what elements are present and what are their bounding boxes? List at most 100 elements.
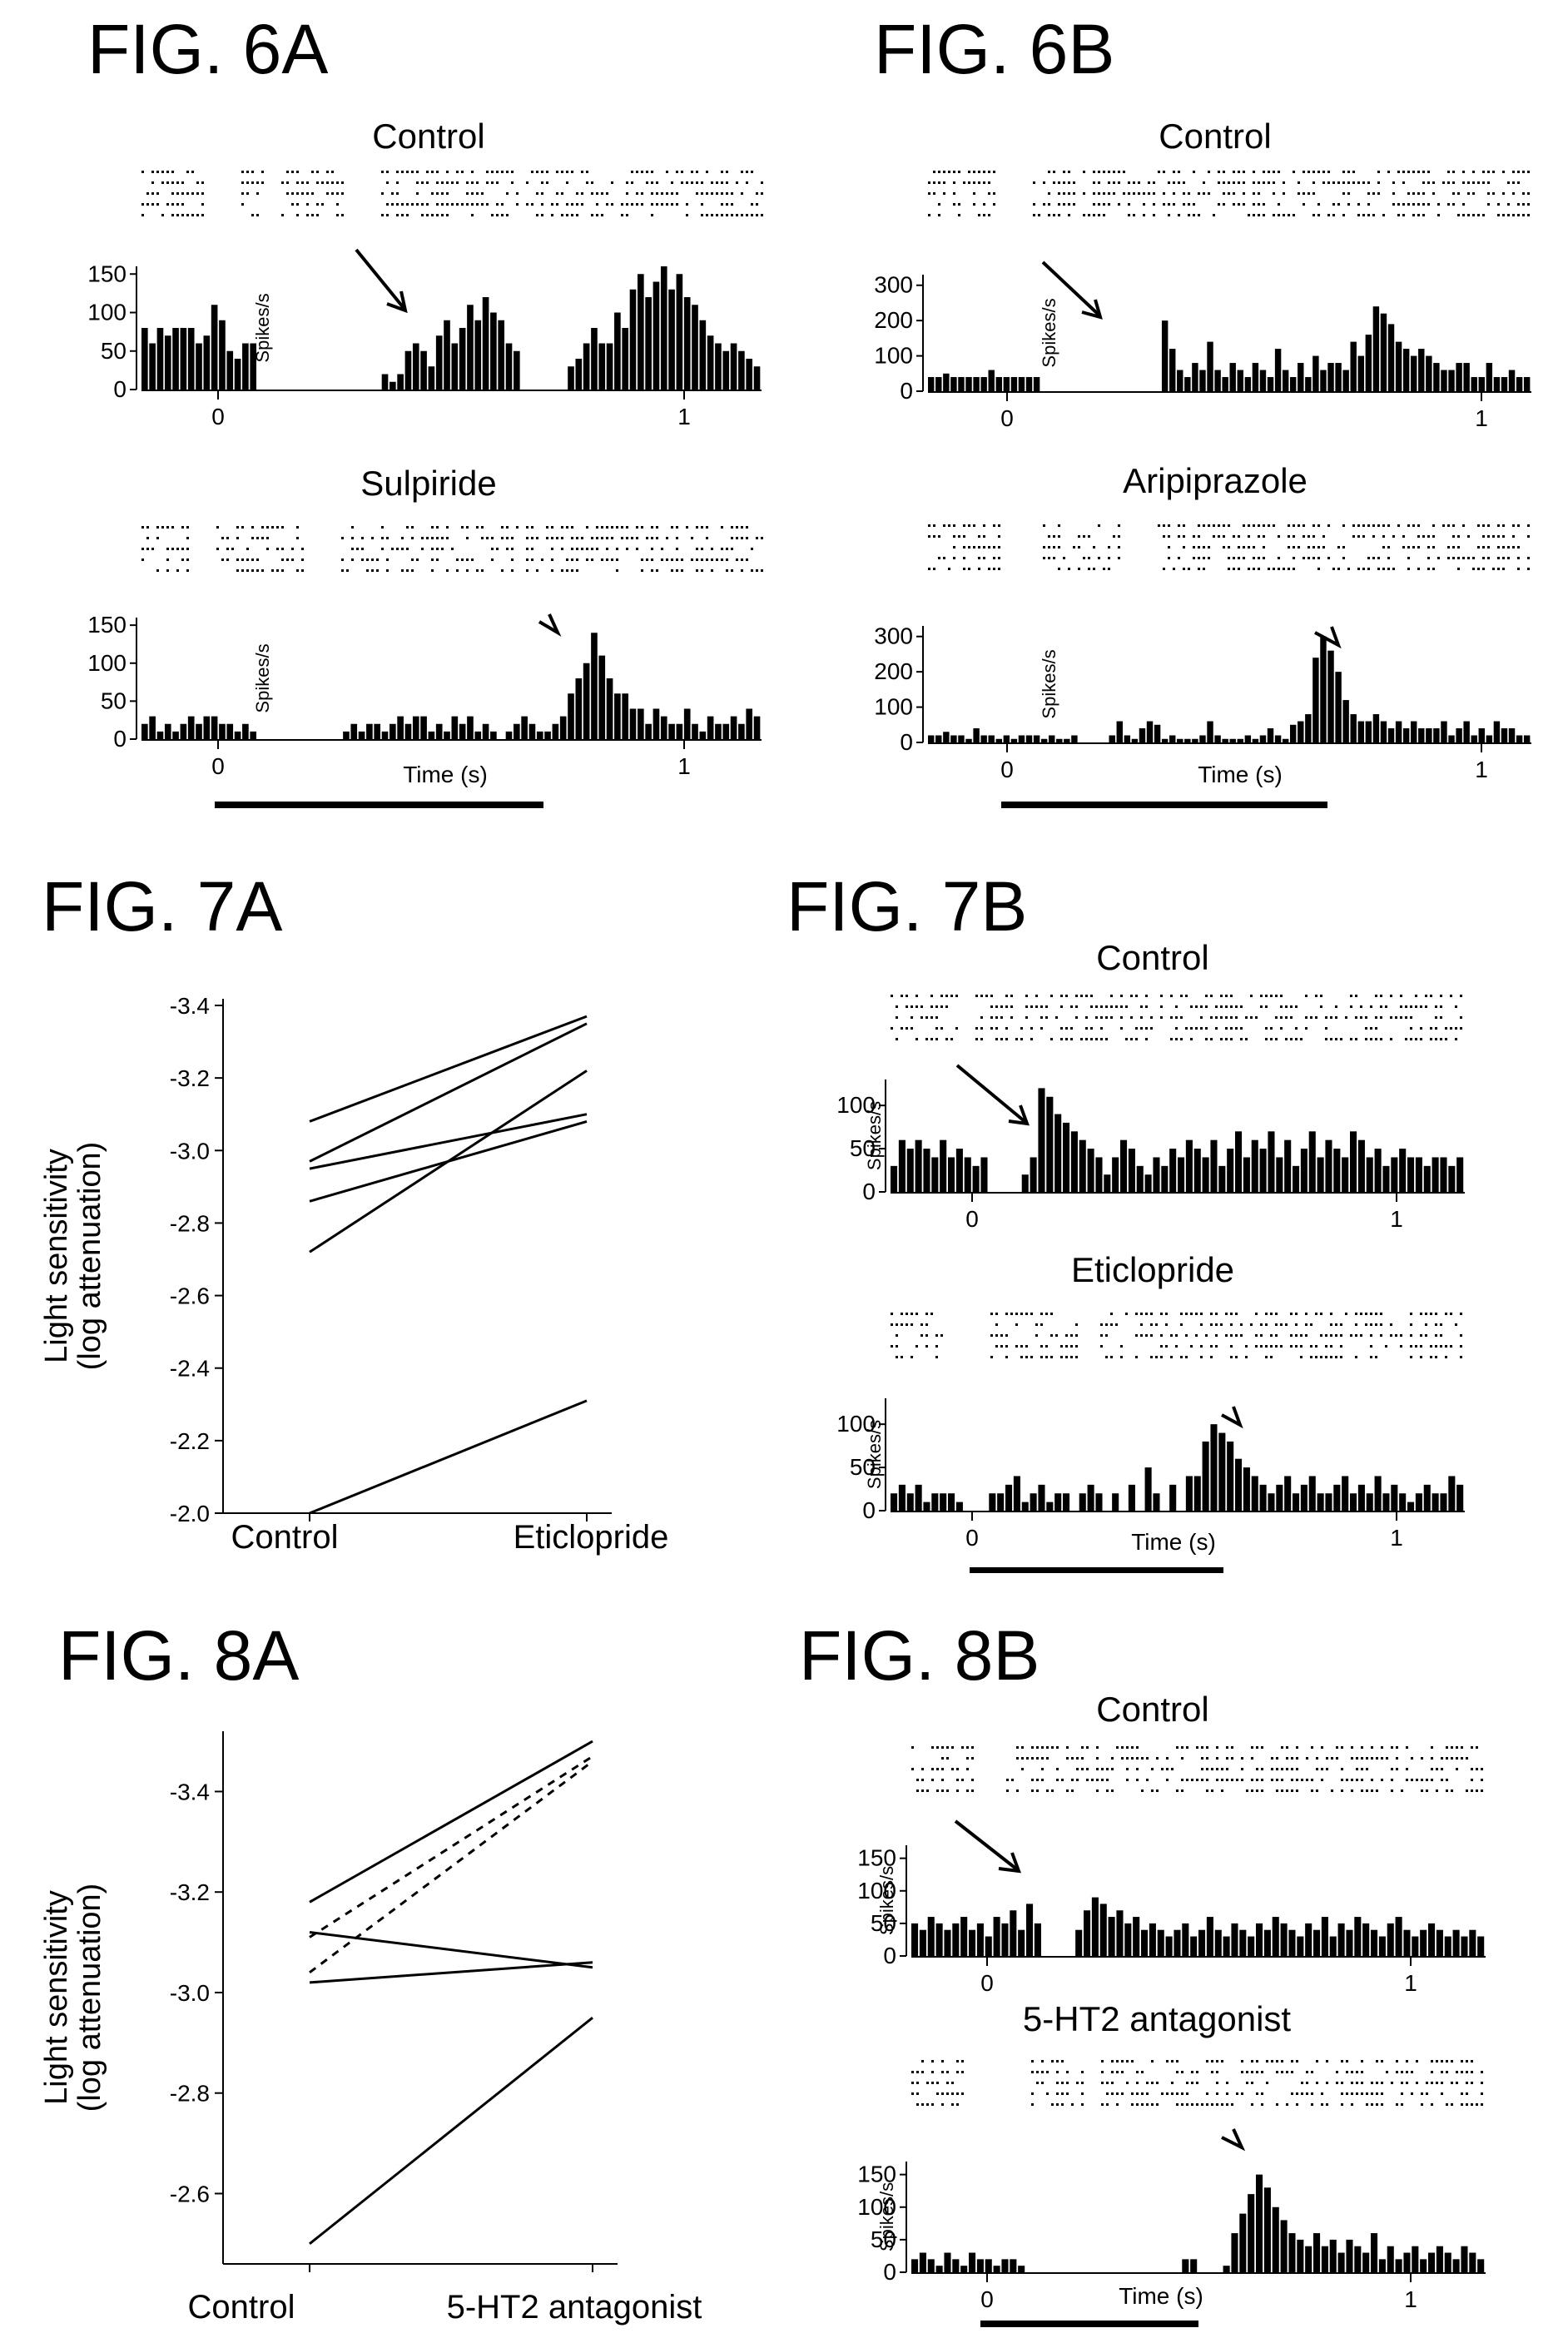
spike-tick: [371, 558, 374, 561]
spike-tick: [1347, 171, 1350, 173]
spike-tick: [1362, 568, 1365, 570]
spike-tick: [1175, 1027, 1178, 1030]
spike-tick: [951, 2103, 954, 2106]
spike-tick: [920, 1334, 923, 1337]
spike-tick: [1073, 192, 1075, 195]
histogram-bar: [653, 281, 660, 390]
spike-tick: [1381, 2092, 1383, 2095]
spike-tick: [1357, 181, 1360, 184]
spike-tick: [1075, 995, 1078, 997]
spike-tick: [1303, 203, 1305, 206]
spike-tick: [933, 535, 935, 538]
spike-tick: [456, 569, 459, 572]
histogram-bar: [1243, 1157, 1250, 1192]
spike-tick: [1283, 192, 1285, 195]
spike-tick: [1178, 171, 1180, 173]
histogram-bar: [1403, 2252, 1411, 2272]
spike-tick: [1033, 203, 1035, 206]
histogram-bar: [583, 343, 590, 390]
spike-tick: [1126, 2060, 1129, 2062]
spike-tick: [1385, 1005, 1387, 1008]
spike-tick: [995, 1005, 998, 1008]
spike-tick: [998, 524, 1000, 527]
spike-tick: [1031, 1746, 1034, 1749]
spike-tick: [516, 526, 519, 529]
spike-tick: [1481, 2082, 1483, 2084]
spike-tick: [1447, 171, 1450, 173]
y-tick-label: 0: [862, 1179, 876, 1204]
spike-tick: [1527, 557, 1530, 559]
spike-tick: [586, 526, 588, 529]
spike-tick: [1235, 1027, 1238, 1030]
spike-tick: [1315, 995, 1317, 997]
spike-tick: [1203, 557, 1205, 559]
spike-tick: [1447, 181, 1450, 184]
spike-tick: [1472, 192, 1475, 195]
spike-tick: [946, 2082, 949, 2084]
histogram-bar: [707, 716, 714, 740]
spike-tick: [950, 995, 953, 997]
spike-tick: [576, 214, 578, 216]
spike-tick: [166, 548, 169, 550]
spike-tick: [666, 558, 668, 561]
spike-tick: [901, 1323, 903, 1326]
spike-tick: [1336, 2071, 1338, 2073]
spike-tick: [1118, 535, 1120, 538]
histogram-bar: [993, 2266, 1000, 2272]
spike-tick: [1218, 181, 1220, 184]
spike-tick: [1467, 535, 1470, 538]
histogram-bar: [935, 2266, 943, 2272]
spike-tick: [1215, 1313, 1218, 1315]
spike-tick: [296, 526, 299, 529]
spike-tick: [1228, 568, 1230, 570]
spike-tick: [1206, 2092, 1208, 2095]
spike-tick: [1113, 181, 1115, 184]
spike-tick: [716, 192, 718, 195]
spike-tick: [1300, 1356, 1303, 1358]
spike-tick: [431, 214, 434, 216]
category-label: 5-HT2 antagonist: [447, 2289, 702, 2326]
y-tick-label: 150: [87, 612, 127, 638]
spike-tick: [1346, 2092, 1348, 2095]
histogram-bar: [164, 335, 171, 390]
spike-tick: [983, 524, 985, 527]
spike-tick: [1073, 203, 1075, 206]
spike-tick: [1410, 1334, 1412, 1337]
spike-tick: [1400, 1345, 1402, 1348]
spike-tick: [1477, 546, 1480, 549]
spike-tick: [1451, 1757, 1453, 1760]
spike-tick: [1391, 1768, 1393, 1770]
spike-tick: [536, 214, 538, 216]
spike-tick: [1392, 535, 1395, 538]
histogram-bar: [374, 723, 381, 739]
spike-tick: [1181, 1757, 1183, 1760]
spike-tick: [1125, 1313, 1128, 1315]
spike-tick: [1361, 1789, 1363, 1792]
histogram-bar: [1415, 1493, 1422, 1511]
spike-tick: [586, 558, 588, 561]
spike-tick: [1036, 2071, 1039, 2073]
spike-tick: [1108, 557, 1110, 559]
histogram-bar: [955, 1149, 963, 1192]
spike-tick: [1311, 1789, 1313, 1792]
spike-tick: [1121, 2071, 1124, 2073]
spike-tick: [1206, 2103, 1208, 2106]
spike-tick: [1482, 214, 1485, 216]
spike-tick: [901, 995, 903, 997]
spike-tick: [1317, 524, 1320, 527]
spike-tick: [1305, 1334, 1307, 1337]
spike-tick: [236, 537, 239, 539]
spike-tick: [711, 548, 713, 550]
spike-tick: [1198, 524, 1200, 527]
histogram-bar: [1268, 1131, 1275, 1192]
spike-tick: [1135, 1334, 1138, 1337]
spike-tick: [596, 548, 598, 550]
spike-tick: [963, 535, 965, 538]
spike-tick: [1118, 557, 1120, 559]
spike-tick: [1263, 546, 1265, 549]
spike-tick: [1160, 995, 1163, 997]
spike-tick: [546, 181, 548, 184]
spike-tick: [1016, 1746, 1019, 1749]
spike-tick: [696, 181, 698, 184]
